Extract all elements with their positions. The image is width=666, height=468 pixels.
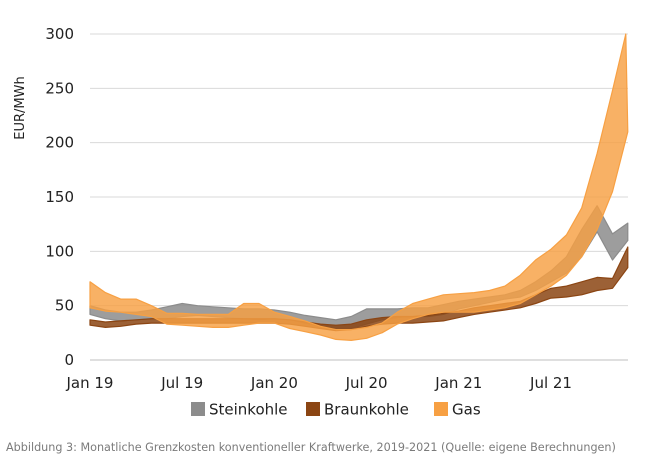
legend: Steinkohle Braunkohle Gas: [191, 401, 481, 419]
x-tick-label: Jul 19: [160, 374, 203, 392]
axes: 0 50 100 150 200 250 300 Jan 19 Jul 19 Jan 20 Jul …: [45, 25, 628, 392]
x-tick-label: Jan 21: [434, 374, 482, 392]
legend-swatch-braunkohle: [306, 402, 320, 416]
legend-label-gas: Gas: [452, 401, 481, 419]
legend-swatch-gas: [434, 402, 448, 416]
figure-caption: Abbildung 3: Monatliche Grenzkosten konv…: [6, 441, 616, 454]
y-tick-label: 300: [45, 25, 74, 43]
x-tick-label: Jul 20: [345, 374, 388, 392]
y-tick-label: 100: [45, 242, 74, 260]
y-tick-label: 150: [45, 188, 74, 206]
y-tick-label: 50: [55, 297, 74, 315]
series-area-gas: [89, 33, 629, 341]
y-axis-title: EUR/MWh: [13, 76, 28, 139]
series-areas: [89, 33, 629, 341]
legend-label-steinkohle: Steinkohle: [209, 401, 288, 419]
y-tick-label: 250: [45, 79, 74, 97]
x-tick-label: Jan 20: [250, 374, 298, 392]
legend-label-braunkohle: Braunkohle: [324, 401, 409, 419]
y-tick-label: 200: [45, 134, 74, 152]
legend-swatch-steinkohle: [191, 402, 205, 416]
x-tick-label: Jan 19: [66, 374, 114, 392]
x-tick-label: Jul 21: [529, 374, 572, 392]
y-tick-label: 0: [64, 351, 74, 369]
gridlines: [90, 33, 628, 307]
